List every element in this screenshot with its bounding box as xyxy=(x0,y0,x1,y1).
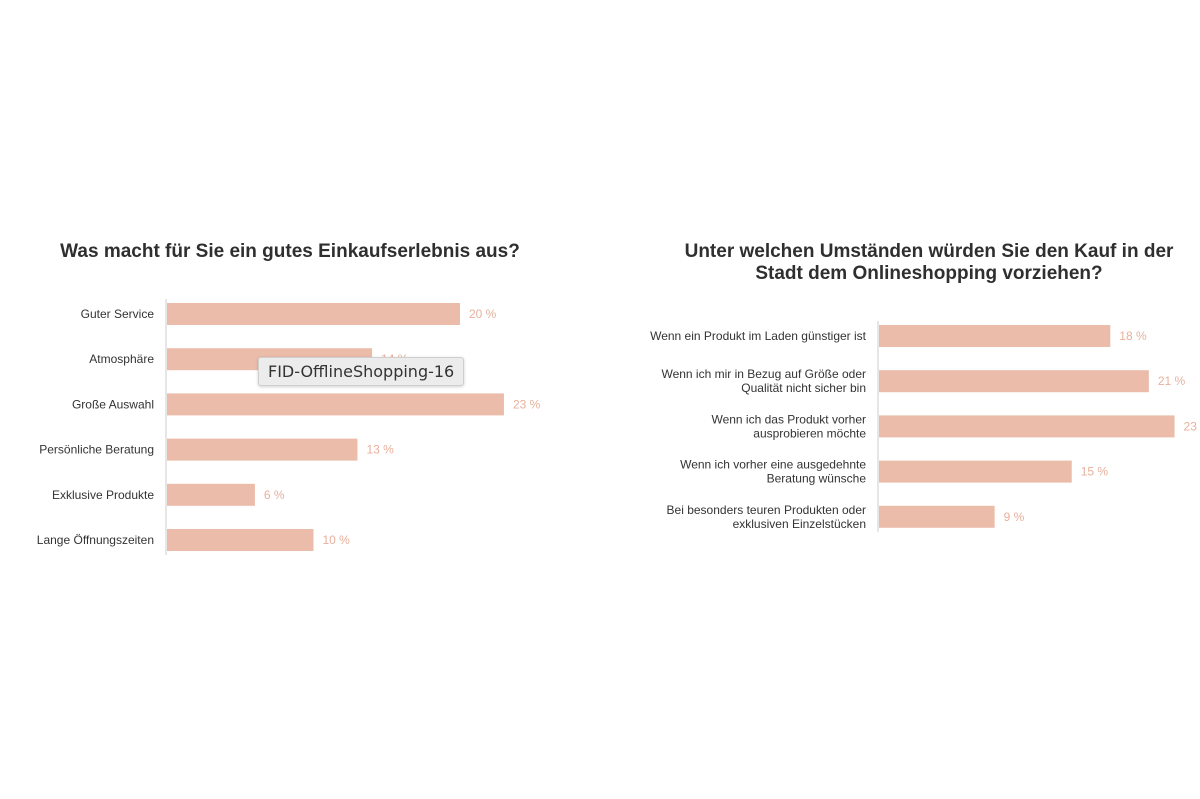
value-label: 18 % xyxy=(1119,329,1147,343)
value-label: 13 % xyxy=(366,443,394,457)
category-label: Lange Öffnungszeiten xyxy=(37,533,154,547)
category-label: Wenn ich vorher eine ausgedehnte Beratung… xyxy=(680,458,866,486)
bar xyxy=(879,325,1111,347)
bar xyxy=(167,303,460,325)
value-label: 23 % xyxy=(513,397,541,411)
category-label: Wenn ein Produkt im Laden günstiger ist xyxy=(650,329,867,343)
bar xyxy=(167,483,255,506)
value-label: 6 % xyxy=(264,488,285,502)
bar xyxy=(167,438,358,461)
category-label: Guter Service xyxy=(81,307,155,321)
bar xyxy=(879,415,1175,438)
value-label: 21 % xyxy=(1158,374,1186,388)
value-label: 23 % xyxy=(1184,419,1200,433)
bar xyxy=(879,370,1149,393)
category-label: Wenn ich mir in Bezug auf Größe oder Qual… xyxy=(661,367,866,395)
bar xyxy=(167,393,504,416)
value-label: 10 % xyxy=(323,533,351,547)
category-label: Atmosphäre xyxy=(89,352,154,366)
value-label: 20 % xyxy=(469,307,497,321)
bar xyxy=(879,460,1072,483)
tooltip: FID-OfflineShopping-16 xyxy=(258,357,465,386)
chart-title-right: Unter welchen Umständen würden Sie den K… xyxy=(684,241,1174,284)
value-label: 15 % xyxy=(1081,465,1109,479)
bar xyxy=(167,529,314,551)
category-label: Persönliche Beratung xyxy=(39,443,154,457)
category-label: Exklusive Produkte xyxy=(52,488,154,502)
chart-title-left: Was macht für Sie ein gutes Einkaufserle… xyxy=(60,241,520,262)
category-label: Bei besonders teuren Produkten oder exklu… xyxy=(667,503,866,531)
value-label: 9 % xyxy=(1004,510,1025,524)
bar xyxy=(879,505,995,528)
category-label: Große Auswahl xyxy=(72,397,154,411)
category-label: Wenn ich das Produkt vorher ausprobieren … xyxy=(711,412,866,440)
